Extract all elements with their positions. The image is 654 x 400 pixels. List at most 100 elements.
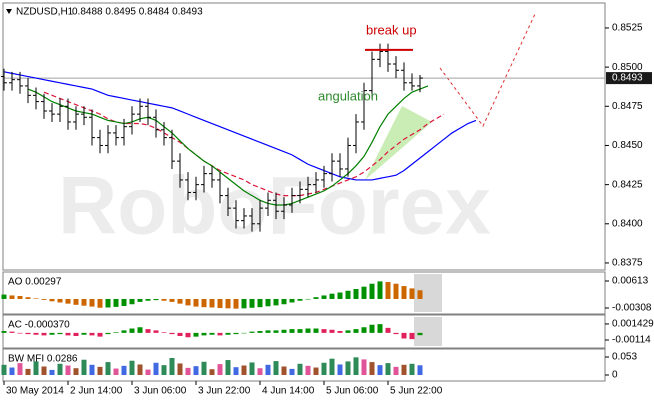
- histogram-bar: [33, 361, 39, 376]
- histogram-bar: [185, 298, 191, 306]
- histogram-bar: [329, 293, 335, 299]
- histogram-bar: [9, 331, 15, 333]
- histogram-bar: [121, 298, 127, 306]
- histogram-bar: [409, 332, 415, 340]
- histogram-bar: [361, 327, 367, 333]
- histogram-bar: [225, 298, 231, 309]
- histogram-bar: [113, 332, 119, 333]
- menu-arrow: [6, 9, 12, 14]
- y-tick-label: 0.8425: [612, 179, 643, 190]
- histogram-bar: [385, 327, 391, 333]
- histogram-bar: [97, 332, 103, 337]
- histogram-bar: [265, 364, 271, 376]
- histogram-bar: [145, 298, 151, 301]
- chart-title: NZDUSD,H1: [16, 7, 74, 18]
- histogram-bar: [169, 298, 175, 302]
- histogram-bar: [49, 332, 55, 335]
- histogram-bar: [121, 330, 127, 333]
- histogram-bar: [273, 361, 279, 376]
- histogram-bar: [217, 332, 223, 336]
- histogram-bar: [9, 295, 15, 299]
- histogram-bar: [1, 364, 7, 376]
- annotation: break up: [366, 22, 417, 37]
- histogram-bar: [377, 365, 383, 376]
- y-tick-label: 0.8375: [612, 258, 643, 269]
- histogram-bar: [289, 329, 295, 333]
- histogram-bar: [209, 369, 215, 376]
- projection-line: [439, 13, 536, 127]
- histogram-bar: [153, 362, 159, 376]
- histogram-bar: [137, 364, 143, 376]
- histogram-bar: [161, 298, 167, 301]
- x-tick-label: 30 May 2014: [6, 386, 64, 397]
- histogram-bar: [89, 364, 95, 376]
- histogram-bar: [257, 331, 263, 333]
- y-tick-label: 0.00613: [612, 276, 649, 287]
- histogram-bar: [193, 298, 199, 307]
- histogram-bar: [9, 367, 15, 376]
- y-tick-label: -0.00308: [612, 303, 652, 314]
- histogram-bar: [329, 329, 335, 333]
- histogram-bar: [225, 332, 231, 335]
- histogram-bar: [177, 363, 183, 376]
- panel-title: BW MFI 0.0286: [8, 354, 78, 365]
- histogram-bar: [73, 368, 79, 376]
- histogram-bar: [233, 367, 239, 376]
- histogram-bar: [201, 332, 207, 336]
- histogram-bar: [17, 296, 23, 299]
- histogram-bar: [265, 330, 271, 333]
- histogram-bar: [297, 329, 303, 333]
- histogram-bar: [345, 330, 351, 333]
- indicator-line: [27, 85, 429, 206]
- histogram-bar: [297, 363, 303, 376]
- histogram-bar: [113, 298, 119, 307]
- histogram-bar: [321, 362, 327, 376]
- histogram-bar: [41, 298, 47, 300]
- histogram-bar: [145, 329, 151, 333]
- histogram-bar: [273, 298, 279, 306]
- histogram-bar: [353, 329, 359, 333]
- histogram-bar: [257, 298, 263, 308]
- histogram-bar: [209, 298, 215, 308]
- histogram-bar: [377, 324, 383, 333]
- histogram-bar: [321, 295, 327, 299]
- histogram-bar: [193, 366, 199, 376]
- histogram-bar: [201, 298, 207, 308]
- histogram-bar: [137, 298, 143, 302]
- histogram-bar: [385, 363, 391, 376]
- x-tick-label: 5 Jun 06:00: [326, 386, 379, 397]
- histogram-bar: [153, 330, 159, 333]
- histogram-bar: [121, 365, 127, 376]
- histogram-bar: [225, 360, 231, 376]
- y-tick-label: 0.8500: [612, 62, 643, 73]
- histogram-bar: [361, 359, 367, 376]
- histogram-bar: [65, 332, 71, 336]
- histogram-bar: [409, 288, 415, 299]
- histogram-bar: [249, 298, 255, 308]
- x-tick-label: 3 Jun 06:00: [134, 386, 187, 397]
- histogram-bar: [137, 327, 143, 333]
- histogram-bar: [49, 369, 55, 376]
- histogram-bar: [25, 368, 31, 376]
- histogram-bar: [129, 328, 135, 333]
- histogram-bar: [41, 332, 47, 336]
- histogram-bar: [57, 363, 63, 376]
- histogram-bar: [1, 331, 7, 333]
- histogram-bar: [33, 332, 39, 335]
- histogram-bar: [249, 331, 255, 333]
- histogram-bar: [25, 332, 31, 335]
- panel-title: AO 0.00297: [8, 277, 62, 288]
- histogram-bar: [401, 332, 407, 339]
- histogram-bar: [241, 365, 247, 376]
- histogram-bar: [321, 329, 327, 333]
- histogram-bar: [97, 366, 103, 376]
- x-tick-label: 4 Jun 14:00: [262, 386, 315, 397]
- histogram-bar: [201, 361, 207, 376]
- highlight-box: [414, 317, 442, 346]
- histogram-bar: [289, 368, 295, 376]
- ao-panel: [2, 271, 606, 315]
- histogram-bar: [81, 359, 87, 376]
- histogram-bar: [65, 298, 71, 304]
- histogram-bar: [217, 364, 223, 376]
